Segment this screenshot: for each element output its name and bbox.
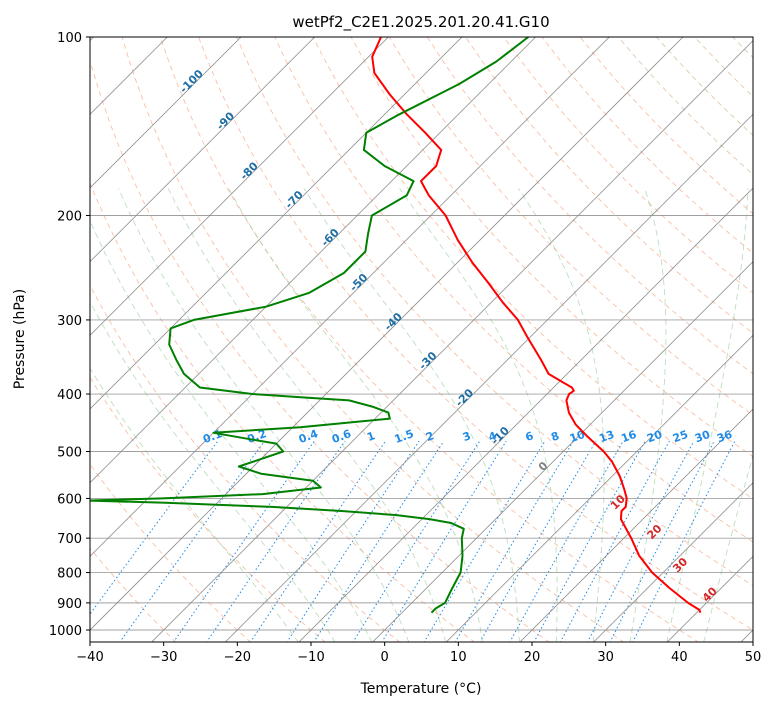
y-tick-label: 300 [57, 314, 82, 329]
mixing-ratio-label: 36 [715, 428, 734, 446]
x-axis-label: Temperature (°C) [360, 681, 482, 697]
mixing-ratio-label: 30 [693, 428, 712, 446]
isotherm-line [519, 408, 753, 642]
dry-adiabat [771, 37, 775, 643]
x-tick-label: 20 [524, 650, 541, 665]
y-tick-label: 1000 [49, 624, 82, 639]
mixing-ratio-label: 0.6 [330, 427, 353, 446]
y-tick-label: 200 [57, 210, 82, 225]
mixing-ratio-line [454, 440, 574, 642]
dry-adiabat [121, 37, 625, 642]
mixing-ratio-label: 8 [549, 429, 561, 444]
y-tick-label: 900 [57, 597, 82, 612]
y-tick-label: 700 [57, 532, 82, 547]
temperature-profile-line [371, 37, 702, 614]
mixing-ratio-label: 4 [487, 429, 499, 444]
x-tick-label: −20 [224, 650, 251, 665]
mixing-ratio-line [249, 440, 386, 642]
x-tick-label: −40 [76, 650, 103, 665]
isotherm-line [90, 37, 242, 189]
mixing-ratio-line [119, 440, 266, 642]
isotherm-line [151, 40, 753, 642]
moist-adiabat [629, 188, 667, 642]
dry-adiabat [90, 376, 326, 642]
x-tick-label: 40 [671, 650, 688, 665]
mixing-ratio-label: 1.5 [393, 427, 416, 446]
dry-adiabat [90, 547, 177, 642]
mixing-ratio-line [313, 440, 445, 642]
mixing-ratio-line [423, 440, 546, 642]
mixing-ratio-label: 16 [619, 428, 638, 446]
isotherm-gridlines [90, 37, 753, 642]
dry-adiabat [159, 37, 700, 642]
x-tick-label: 0 [381, 650, 389, 665]
isotherm-line [90, 37, 610, 557]
mixing-ratio-line [560, 440, 670, 642]
plot-background [90, 37, 753, 642]
moist-adiabat [666, 188, 749, 642]
moist-adiabat [703, 453, 753, 642]
moist-adiabat [167, 188, 447, 642]
mixing-ratio-line [509, 440, 624, 642]
chart-title: wetPf2_C2E1.2025.201.20.41.G10 [292, 13, 549, 32]
isotherm-line [90, 37, 389, 336]
dry-adiabat [236, 37, 753, 587]
isotherm-line [90, 37, 315, 263]
isotherm-line [90, 37, 536, 484]
isotherm-line [224, 113, 753, 642]
mixing-ratio-label: 2 [424, 429, 436, 444]
mixing-ratio-label: 20 [645, 428, 664, 446]
mixing-ratio-label: 6 [524, 429, 536, 444]
moist-adiabat-lines [90, 188, 753, 642]
x-tick-label: −30 [150, 650, 177, 665]
y-tick-label: 600 [57, 492, 82, 507]
y-axis-ticks: 100 200 300 400 500 600 700 800 900 1000 [49, 31, 90, 639]
dewpoint-profile-line [90, 37, 529, 614]
mixing-ratio-line [533, 440, 646, 642]
dry-adiabat [427, 37, 753, 375]
sounding-series [90, 37, 702, 614]
x-axis-ticks: −40 −30 −20 −10 0 10 20 30 40 50 [76, 642, 761, 665]
y-tick-label: 800 [57, 567, 82, 582]
dry-adiabat [388, 37, 753, 416]
isotherm-line [593, 482, 753, 642]
moist-adiabat [517, 188, 605, 642]
mixing-ratio-label: 25 [671, 428, 690, 445]
isotherm-line [298, 187, 753, 642]
mixing-ratio-label: 3 [461, 429, 473, 444]
mixing-ratio-line [90, 440, 219, 615]
dry-adiabat [90, 463, 252, 642]
mixing-ratio-label: 0.4 [297, 427, 320, 446]
x-tick-label: 10 [450, 650, 467, 665]
y-axis-label: Pressure (hPa) [12, 289, 28, 389]
isobar-gridlines [90, 37, 753, 631]
mixing-ratio-line [286, 440, 420, 642]
mixing-ratio-label: 13 [597, 428, 616, 445]
dry-adiabat [198, 37, 753, 631]
x-tick-label: −10 [297, 650, 324, 665]
dry-adiabat [90, 58, 550, 642]
x-tick-label: 30 [597, 650, 614, 665]
dry-adiabat [503, 37, 753, 294]
mixing-ratio-line [479, 440, 597, 642]
dry-adiabat [90, 182, 476, 642]
mixing-ratio-line [173, 440, 315, 642]
moist-adiabat [90, 219, 373, 642]
moist-adiabat [228, 188, 483, 642]
y-tick-label: 400 [57, 388, 82, 403]
isotherm-line [445, 334, 753, 642]
isotherm-line [372, 261, 753, 642]
y-tick-label: 500 [57, 445, 82, 460]
mixing-ratio-line [352, 440, 481, 642]
plot-frame [89, 36, 754, 643]
isotherm-line [90, 37, 684, 631]
mixing-ratio-label: 1 [365, 429, 377, 444]
x-tick-label: 50 [745, 650, 762, 665]
moist-adiabat [118, 188, 410, 642]
y-tick-label: 100 [57, 31, 82, 46]
isotherm-line [90, 37, 463, 410]
moist-adiabat [399, 188, 558, 642]
